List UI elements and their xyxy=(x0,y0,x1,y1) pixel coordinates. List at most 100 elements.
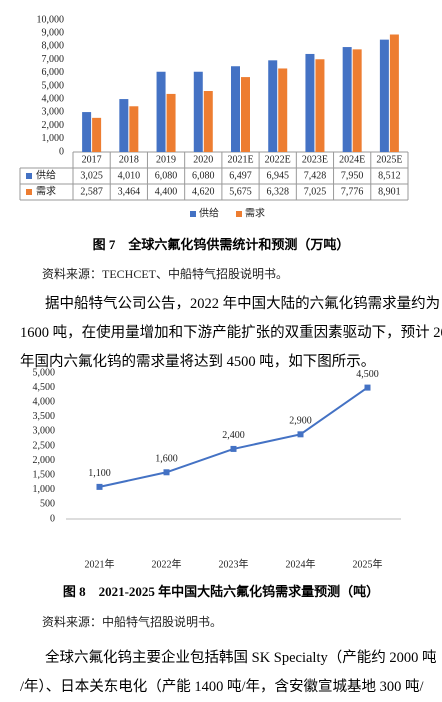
table-value: 8,512 xyxy=(378,170,401,181)
table-value: 3,464 xyxy=(118,186,141,197)
legend-swatch xyxy=(236,211,242,217)
point xyxy=(163,469,170,476)
x-tick-label: 2024E xyxy=(339,154,365,165)
y-tick-label: 9,000 xyxy=(42,27,65,38)
figure-caption: 图 8 2021-2025 年中国大陆六氟化钨需求量预测（吨） xyxy=(62,584,380,599)
y-tick-label: 3,000 xyxy=(42,107,65,118)
bar xyxy=(305,53,315,152)
point xyxy=(297,431,304,438)
y-tick-label: 1,000 xyxy=(33,484,56,495)
y-tick-label: 2,500 xyxy=(33,440,56,451)
y-tick-label: 10,000 xyxy=(37,14,65,25)
x-tick-label: 2023年 xyxy=(219,557,249,570)
table-value: 6,945 xyxy=(266,170,289,181)
x-tick-label: 2025E xyxy=(376,154,402,165)
y-tick-label: 2,000 xyxy=(33,455,56,466)
y-tick-label: 3,000 xyxy=(33,426,56,437)
y-tick-label: 1,500 xyxy=(33,469,56,480)
data-label: 2,900 xyxy=(289,416,312,427)
y-tick-label: 2,000 xyxy=(42,120,65,131)
table-row-label: 需求 xyxy=(36,185,56,197)
point xyxy=(96,483,103,490)
legend-label: 需求 xyxy=(245,207,265,219)
table-value: 8,901 xyxy=(378,186,401,197)
x-tick-label: 2023E xyxy=(302,154,328,165)
bar xyxy=(315,59,325,152)
x-tick-label: 2020 xyxy=(193,154,213,165)
source-note: 资料来源：中船特气招股说明书。 xyxy=(42,615,223,629)
x-tick-label: 2021E xyxy=(227,154,253,165)
data-label: 1,600 xyxy=(155,454,178,465)
y-tick-label: 4,000 xyxy=(42,93,65,104)
table-value: 6,328 xyxy=(266,186,289,197)
bar xyxy=(129,106,139,152)
table-value: 5,675 xyxy=(229,186,252,197)
x-tick-label: 2022年 xyxy=(152,557,182,570)
y-tick-label: 3,500 xyxy=(33,411,56,422)
y-tick-label: 7,000 xyxy=(42,54,65,65)
data-label: 2,400 xyxy=(222,430,245,441)
paragraph-line: /年）、日本关东电化（产能 1400 吨/年，含安徽宣城基地 300 吨/ xyxy=(20,679,424,695)
point xyxy=(230,445,237,452)
bar xyxy=(268,60,278,152)
table-value: 3,025 xyxy=(80,170,103,181)
table-row-label: 供给 xyxy=(36,168,56,181)
y-tick-label: 500 xyxy=(40,499,55,510)
table-value: 6,080 xyxy=(155,170,178,181)
y-tick-label: 8,000 xyxy=(42,41,65,52)
legend-swatch xyxy=(26,189,32,195)
table-value: 7,950 xyxy=(341,170,364,181)
legend-label: 供给 xyxy=(199,206,219,219)
paragraph-line: 全球六氟化钨主要企业包括韩国 SK Specialty（产能约 2000 吨 xyxy=(45,650,437,666)
paragraph-line: 年国内六氟化钨的需求量将达到 4500 吨，如下图所示。 xyxy=(20,354,376,370)
bar xyxy=(193,71,203,152)
bar xyxy=(379,39,389,152)
bar xyxy=(278,68,288,152)
x-tick-label: 2022E xyxy=(265,154,291,165)
y-tick-label: 0 xyxy=(50,513,55,524)
table-value: 6,080 xyxy=(192,170,215,181)
x-tick-label: 2019 xyxy=(156,154,176,165)
bar-chart: 0 1,000 2,000 3,000 4,000 5,000 6,000 7,000 8,00… xyxy=(19,14,409,219)
table-value: 4,010 xyxy=(118,170,141,181)
y-tick-label: 6,000 xyxy=(42,67,65,78)
x-tick-label: 2021年 xyxy=(85,557,115,570)
x-tick-label: 2025年 xyxy=(353,557,383,570)
line-chart: 0 500 1,000 1,500 2,000 2,500 3,000 3,500 4,000 4… xyxy=(33,367,401,570)
x-tick-label: 2018 xyxy=(119,154,139,165)
table-value: 2,587 xyxy=(80,186,103,197)
paragraph-line: 1600 吨，在使用量增加和下游产能扩张的双重因素驱动下，预计 2025 xyxy=(20,325,442,341)
y-tick-label: 4,000 xyxy=(33,396,56,407)
table-value: 7,776 xyxy=(341,186,364,197)
point xyxy=(364,384,371,391)
bar xyxy=(241,77,250,152)
table-value: 4,400 xyxy=(155,186,178,197)
x-tick-label: 2017 xyxy=(82,154,102,165)
y-tick-label: 5,000 xyxy=(33,367,56,378)
bar xyxy=(389,34,399,152)
bar xyxy=(166,93,176,152)
x-tick-label: 2024年 xyxy=(286,557,316,570)
bar xyxy=(342,47,352,153)
legend-swatch xyxy=(26,173,32,179)
y-tick-label: 5,000 xyxy=(42,80,65,91)
table-value: 4,620 xyxy=(192,186,215,197)
bar xyxy=(156,71,166,152)
legend-swatch xyxy=(190,211,196,217)
bar xyxy=(231,66,240,152)
figure-caption: 图 7 全球六氟化钨供需统计和预测（万吨） xyxy=(92,237,350,252)
y-tick-label: 4,500 xyxy=(33,382,56,393)
paragraph-line: 据中船特气公司公告，2022 年中国大陆的六氟化钨需求量约为 xyxy=(45,296,441,312)
y-tick-label: 1,000 xyxy=(42,133,65,144)
table-value: 7,428 xyxy=(304,170,327,181)
bar xyxy=(352,49,362,153)
bar xyxy=(92,117,102,152)
data-label: 1,100 xyxy=(88,468,111,479)
table-value: 6,497 xyxy=(229,170,252,181)
data-label: 4,500 xyxy=(356,369,379,380)
table-value: 7,025 xyxy=(304,186,327,197)
source-note: 资料来源：TECHCET、中船特气招股说明书。 xyxy=(42,267,288,281)
bar xyxy=(82,112,92,152)
bar xyxy=(203,91,213,152)
